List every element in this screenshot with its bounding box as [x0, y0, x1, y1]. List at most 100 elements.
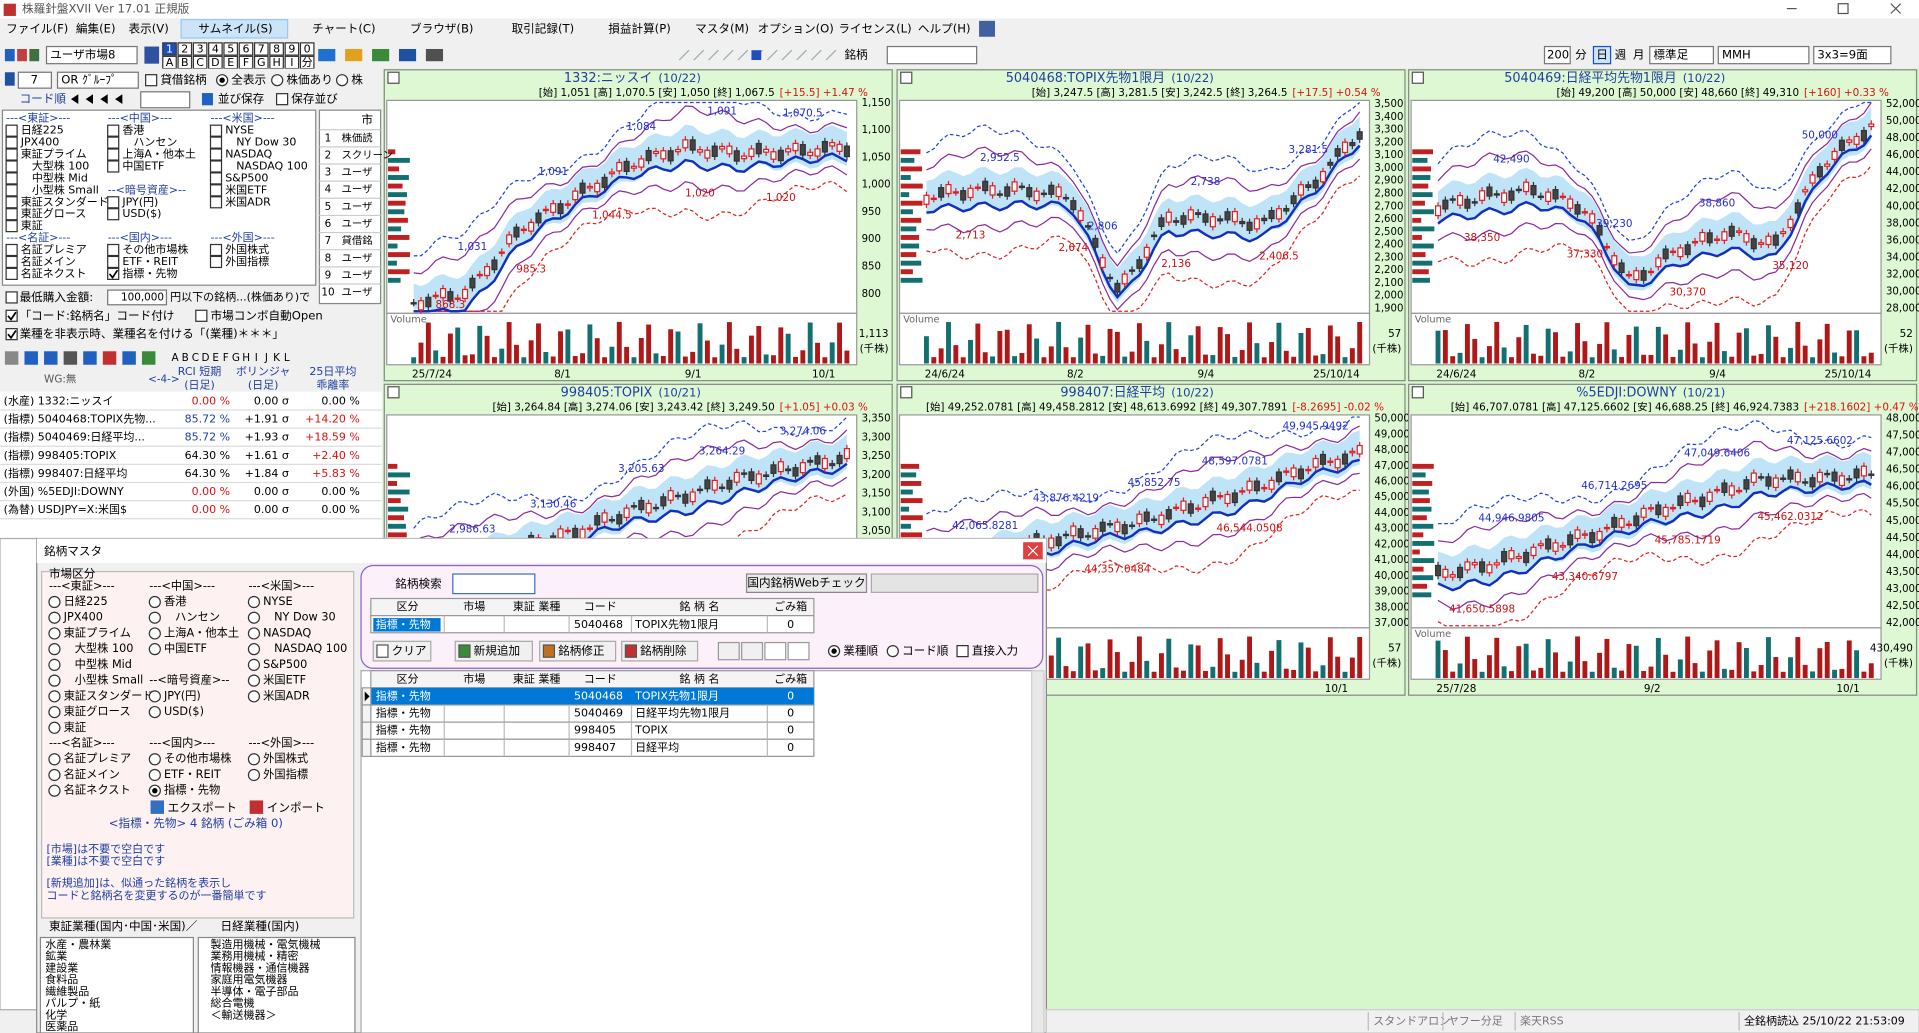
- number-button[interactable]: [238, 42, 254, 56]
- list-tool[interactable]: [4, 351, 19, 365]
- list-tool[interactable]: [141, 351, 156, 365]
- radio[interactable]: [148, 627, 161, 640]
- number-button[interactable]: [269, 42, 284, 56]
- button[interactable]: 保存並び: [291, 92, 338, 106]
- radio[interactable]: [48, 611, 61, 624]
- period-tab[interactable]: 日: [1596, 48, 1608, 62]
- radio[interactable]: [271, 74, 284, 87]
- list-tool[interactable]: [122, 351, 136, 365]
- radio[interactable]: [148, 768, 161, 782]
- checkbox[interactable]: [5, 196, 18, 209]
- button-label[interactable]: クリア: [392, 644, 427, 658]
- tool-icon[interactable]: [398, 48, 417, 62]
- tool-icon[interactable]: [372, 48, 390, 62]
- radio[interactable]: [148, 611, 161, 624]
- period-box[interactable]: [1543, 45, 1571, 65]
- radio[interactable]: [48, 643, 61, 656]
- period-tab[interactable]: 月: [1633, 48, 1645, 62]
- search-box[interactable]: [452, 573, 536, 595]
- checkbox[interactable]: [209, 184, 223, 197]
- checkbox[interactable]: [209, 136, 223, 149]
- chart-checkbox[interactable]: [387, 71, 400, 84]
- checkbox[interactable]: [195, 309, 208, 322]
- checkbox[interactable]: [5, 208, 18, 221]
- radio[interactable]: [335, 74, 349, 87]
- sort-option[interactable]: コード順: [902, 644, 949, 658]
- number-button[interactable]: [177, 42, 193, 56]
- number-button[interactable]: [223, 42, 239, 56]
- checkbox[interactable]: [5, 172, 18, 185]
- symbol-select[interactable]: [886, 45, 978, 65]
- checkbox[interactable]: [209, 172, 223, 185]
- checkbox[interactable]: [107, 267, 120, 280]
- button[interactable]: [454, 640, 533, 662]
- sort-option[interactable]: 業種順: [843, 644, 878, 658]
- nav-arrow[interactable]: [100, 94, 108, 105]
- list-tool[interactable]: [83, 351, 97, 365]
- checkbox[interactable]: [209, 160, 223, 173]
- list-tool[interactable]: [24, 351, 38, 365]
- checkbox[interactable]: [5, 184, 18, 197]
- button-label[interactable]: 新規追加: [474, 644, 520, 658]
- radio[interactable]: [148, 705, 161, 719]
- checkbox[interactable]: [107, 124, 120, 137]
- group-select[interactable]: [56, 71, 139, 89]
- checkbox[interactable]: [5, 267, 18, 280]
- checkbox[interactable]: [209, 243, 223, 257]
- menu-item[interactable]: チャート(C): [312, 21, 375, 35]
- list-tool[interactable]: [44, 351, 58, 365]
- radio[interactable]: [247, 753, 261, 766]
- draw-tool[interactable]: [751, 50, 762, 61]
- checkbox[interactable]: [107, 196, 120, 209]
- chart-checkbox[interactable]: [1411, 386, 1424, 399]
- menu-item[interactable]: 取引記録(T): [512, 21, 575, 35]
- maximize[interactable]: [1837, 3, 1849, 15]
- radio[interactable]: [247, 643, 261, 656]
- number-button[interactable]: [192, 42, 208, 56]
- tool-icon[interactable]: [17, 48, 27, 62]
- checkbox[interactable]: [107, 136, 120, 149]
- checkbox[interactable]: [209, 148, 223, 161]
- number-button[interactable]: [162, 42, 177, 56]
- radio[interactable]: [247, 690, 261, 703]
- menu-item[interactable]: オプション(O): [758, 21, 834, 35]
- list-tool[interactable]: [63, 351, 78, 365]
- button-label[interactable]: 銘柄削除: [640, 644, 687, 658]
- radio[interactable]: [148, 595, 161, 609]
- checkbox[interactable]: [5, 160, 18, 173]
- chart-checkbox[interactable]: [900, 71, 913, 84]
- menu-item[interactable]: サムネイル(S): [198, 21, 272, 35]
- sort-select[interactable]: [140, 91, 191, 109]
- source-select[interactable]: [1717, 45, 1810, 65]
- radio[interactable]: [247, 768, 261, 782]
- checkbox[interactable]: [107, 148, 120, 161]
- radio[interactable]: [247, 595, 261, 609]
- checkbox[interactable]: [5, 328, 18, 341]
- checkbox[interactable]: [5, 309, 18, 322]
- radio[interactable]: [48, 690, 61, 703]
- tool-icon[interactable]: [29, 48, 40, 62]
- tool-icon[interactable]: [425, 48, 444, 62]
- button[interactable]: [621, 640, 699, 662]
- nav-arrow[interactable]: [85, 94, 94, 105]
- button[interactable]: 国内銘柄Webチェック: [747, 576, 865, 590]
- selected-row[interactable]: [370, 687, 814, 705]
- kubun-combo[interactable]: [373, 618, 441, 632]
- checkbox[interactable]: [5, 220, 18, 233]
- checkbox[interactable]: [209, 196, 223, 209]
- radio[interactable]: [48, 595, 61, 609]
- checkbox[interactable]: [5, 255, 18, 269]
- radio[interactable]: [48, 627, 61, 640]
- radio[interactable]: [148, 753, 161, 766]
- menu-item[interactable]: ライセンス(L): [838, 21, 911, 35]
- sort-option[interactable]: 直接入力: [972, 644, 1018, 658]
- checkbox[interactable]: [5, 148, 18, 161]
- nav-button[interactable]: [787, 641, 810, 661]
- number-button[interactable]: [208, 42, 223, 56]
- checkbox[interactable]: [107, 243, 120, 257]
- radio[interactable]: [148, 690, 161, 703]
- number-button[interactable]: [284, 42, 300, 56]
- checkbox[interactable]: [107, 160, 120, 173]
- button[interactable]: エクスポート: [168, 800, 237, 814]
- checkbox[interactable]: [209, 124, 223, 137]
